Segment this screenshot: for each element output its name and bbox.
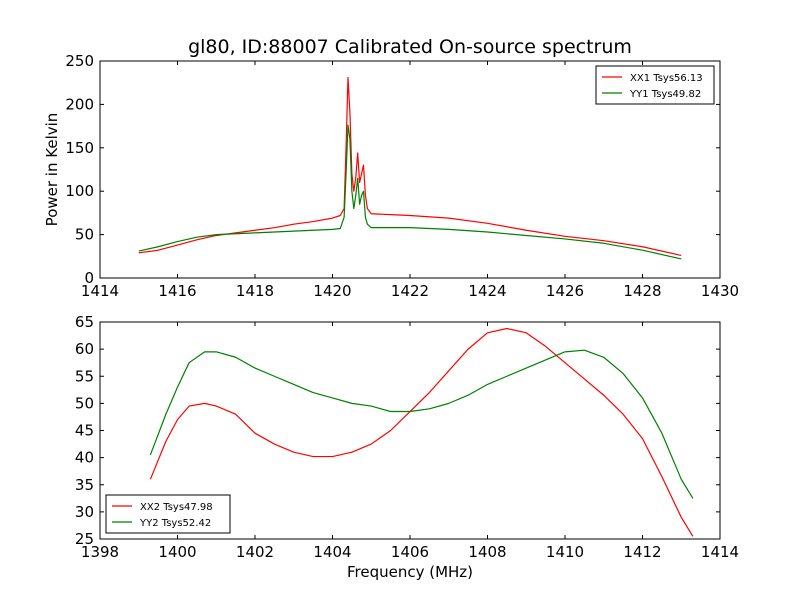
x-tick-label: 1400 bbox=[158, 543, 196, 561]
y-tick-label: 150 bbox=[65, 139, 94, 157]
y-tick-label: 35 bbox=[75, 476, 94, 494]
x-tick-label: 1406 bbox=[391, 543, 429, 561]
chart-2: 1398 1400 1402 1404 1406 1408 1410 1412 1414 25 30… bbox=[75, 313, 739, 581]
y-tick-label: 65 bbox=[75, 313, 94, 331]
legend-label: YY2 Tsys52.42 bbox=[139, 518, 211, 529]
y-tick-label: 50 bbox=[75, 226, 94, 244]
x-tick-label: 1424 bbox=[468, 282, 506, 300]
x-tick-label: 1414 bbox=[81, 282, 119, 300]
series-line-2 bbox=[149, 349, 694, 499]
legend: XX1 Tsys56.13 YY1 Tsys49.82 bbox=[595, 65, 715, 105]
figure-title: gl80, ID:88007 Calibrated On-source spec… bbox=[188, 36, 632, 58]
legend-label: XX1 Tsys56.13 bbox=[630, 73, 703, 84]
series-line-2 bbox=[138, 124, 682, 260]
x-axis-label: Frequency (MHz) bbox=[347, 563, 473, 581]
legend-label: XX2 Tsys47.98 bbox=[140, 502, 213, 513]
x-tick-label: 1428 bbox=[623, 282, 661, 300]
x-tick-label: 1404 bbox=[313, 543, 351, 561]
y-axis-label: Power in Kelvin bbox=[43, 113, 61, 227]
legend: XX2 Tsys47.98 YY2 Tsys52.42 bbox=[105, 494, 231, 534]
x-tick-label: 1430 bbox=[701, 282, 739, 300]
x-tick-label: 1408 bbox=[468, 543, 506, 561]
y-tick-label: 55 bbox=[75, 367, 94, 385]
y-tick-label: 50 bbox=[75, 394, 94, 412]
y-tick-label: 100 bbox=[65, 182, 94, 200]
x-tick-label: 1402 bbox=[236, 543, 274, 561]
x-tick-label: 1422 bbox=[391, 282, 429, 300]
y-tick-label: 40 bbox=[75, 449, 94, 467]
x-tick-label: 1398 bbox=[81, 543, 119, 561]
y-tick-label: 200 bbox=[65, 95, 94, 113]
x-tick-label: 1426 bbox=[546, 282, 584, 300]
y-tick-label: 45 bbox=[75, 422, 94, 440]
legend-label: YY1 Tsys49.82 bbox=[629, 89, 701, 100]
x-tick-label: 1416 bbox=[158, 282, 196, 300]
charts-group: 1414 1416 1418 1420 1422 1424 1426 1428 14300501… bbox=[43, 52, 739, 581]
x-tick-label: 1412 bbox=[623, 543, 661, 561]
y-tick-label: 25 bbox=[75, 530, 94, 548]
chart-1: 1414 1416 1418 1420 1422 1424 1426 1428 1430 0 50 1… bbox=[43, 52, 739, 300]
y-tick-label: 30 bbox=[75, 503, 94, 521]
legend-box bbox=[595, 65, 715, 105]
x-tick-label: 1418 bbox=[236, 282, 274, 300]
x-tick-label: 1414 bbox=[701, 543, 739, 561]
y-tick-label: 60 bbox=[75, 340, 94, 358]
y-tick-label: 250 bbox=[65, 52, 94, 70]
x-tick-label: 1410 bbox=[546, 543, 584, 561]
series-line-1 bbox=[138, 76, 682, 257]
x-tick-label: 1420 bbox=[313, 282, 351, 300]
y-tick-label: 0 bbox=[84, 269, 94, 287]
legend-box bbox=[105, 494, 231, 534]
